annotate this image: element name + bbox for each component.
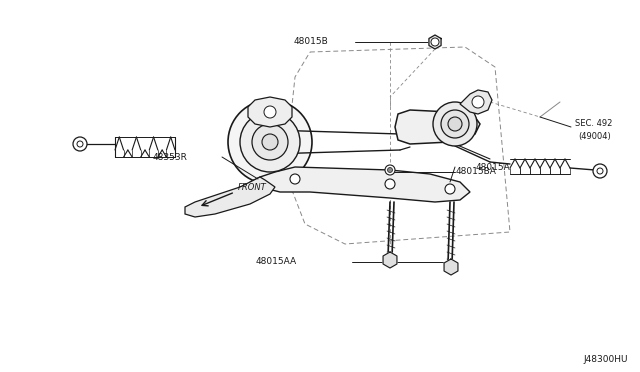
Circle shape — [262, 134, 278, 150]
Circle shape — [445, 184, 455, 194]
Circle shape — [252, 124, 288, 160]
Circle shape — [431, 38, 439, 46]
Polygon shape — [250, 167, 470, 202]
Polygon shape — [460, 90, 492, 114]
Text: FRONT: FRONT — [238, 183, 267, 192]
Circle shape — [385, 165, 395, 175]
Circle shape — [228, 100, 312, 184]
Circle shape — [448, 117, 462, 131]
Circle shape — [77, 141, 83, 147]
Text: J48300HU: J48300HU — [584, 355, 628, 364]
Circle shape — [387, 167, 392, 173]
Polygon shape — [444, 259, 458, 275]
Circle shape — [385, 179, 395, 189]
Circle shape — [597, 168, 603, 174]
Polygon shape — [429, 35, 441, 49]
Text: SEC. 492: SEC. 492 — [575, 119, 612, 128]
Text: 48015BA: 48015BA — [456, 167, 497, 176]
Polygon shape — [185, 177, 275, 217]
Text: 48353R: 48353R — [153, 153, 188, 161]
Text: 48015AA: 48015AA — [256, 257, 297, 266]
Circle shape — [290, 174, 300, 184]
Circle shape — [240, 112, 300, 172]
Circle shape — [73, 137, 87, 151]
Polygon shape — [383, 252, 397, 268]
Circle shape — [264, 106, 276, 118]
Circle shape — [433, 102, 477, 146]
Circle shape — [472, 96, 484, 108]
Text: (49004): (49004) — [578, 131, 611, 141]
Text: 48015A: 48015A — [476, 163, 511, 171]
Circle shape — [593, 164, 607, 178]
Polygon shape — [248, 97, 292, 127]
Polygon shape — [395, 110, 480, 144]
Circle shape — [441, 110, 469, 138]
Text: 48015B: 48015B — [294, 38, 329, 46]
